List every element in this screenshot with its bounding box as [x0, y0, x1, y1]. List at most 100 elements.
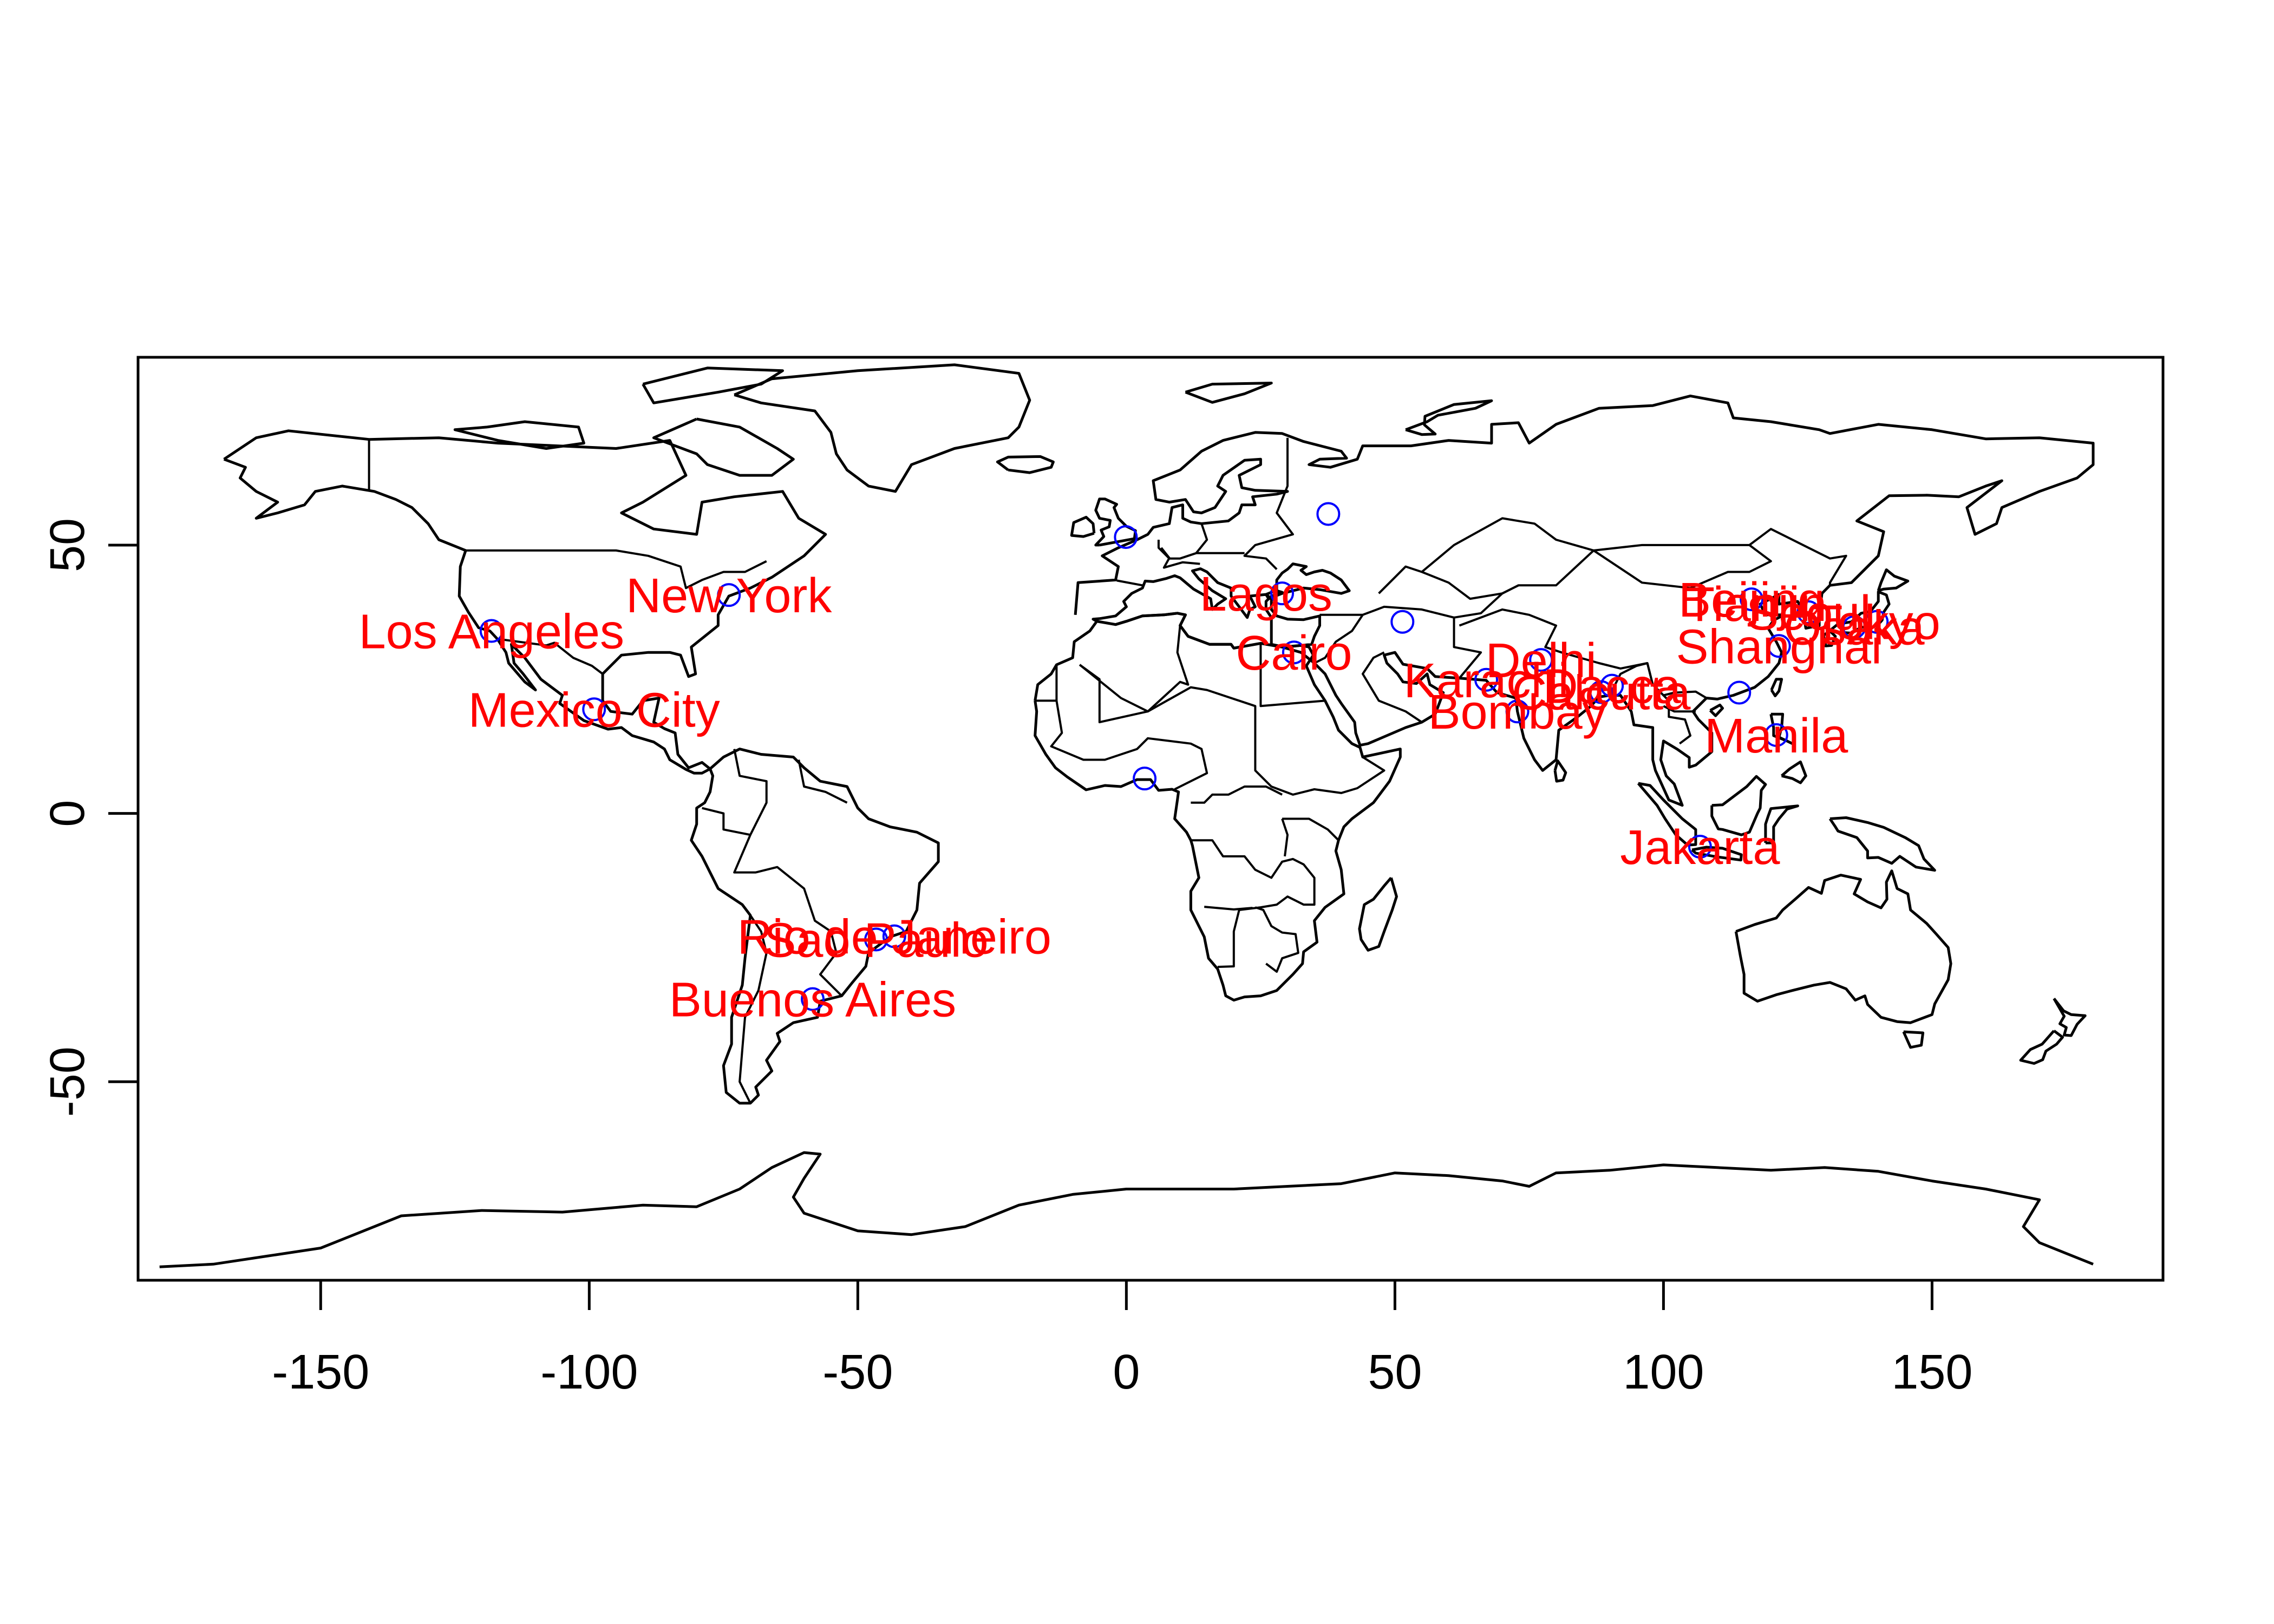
country-border: [1079, 625, 1190, 713]
country-border: [1050, 700, 1208, 790]
country-border: [1459, 608, 1707, 699]
landmass-outline: [690, 748, 940, 1105]
landmass-outline: [2053, 998, 2087, 1037]
city-point: [1474, 667, 1499, 692]
landmass-outline: [1074, 394, 2095, 807]
city-point: [1842, 615, 1866, 639]
city-point: [1764, 723, 1788, 747]
country-border: [1243, 437, 1294, 571]
country-border: [1281, 818, 1289, 857]
x-tick-label: -100: [540, 1345, 638, 1399]
country-border: [1314, 614, 1364, 664]
x-tick-label: 50: [1368, 1345, 1422, 1399]
country-border: [1609, 662, 1648, 696]
country-border: [466, 549, 767, 590]
city-label: Karachi: [1403, 654, 1569, 708]
city-label: New York: [626, 569, 832, 623]
country-border: [1378, 565, 1519, 600]
landmass-outline: [1691, 846, 1743, 862]
city-point: [1796, 600, 1821, 624]
landmass-outline: [1828, 816, 1936, 872]
city-label: Jakarta: [1620, 821, 1780, 875]
country-border: [498, 638, 604, 675]
landmass-outline: [1358, 876, 1398, 952]
landmass-outline: [1070, 515, 1096, 538]
city-labels: Tokyo Mexico City Seoul New York Sao Paulo Bo…: [359, 567, 1940, 1027]
city-point: [1133, 767, 1157, 791]
country-border: [1160, 547, 1200, 569]
country-border: [702, 807, 751, 836]
city-point: [1727, 680, 1752, 705]
x-tick-label: 100: [1623, 1345, 1704, 1399]
city-point: [1282, 640, 1306, 665]
city-label: Lagos: [1200, 567, 1332, 621]
city-markers: [479, 502, 1889, 1011]
city-point: [1688, 835, 1712, 859]
landmass-outline: [1709, 703, 1724, 717]
city-label: Calcutta: [1512, 666, 1691, 721]
city-label: Dacca: [1543, 660, 1682, 714]
country-border: [1079, 664, 1386, 796]
city-point: [1390, 610, 1415, 634]
landmass-outline: [1034, 612, 1402, 1002]
y-tick-label: 50: [41, 518, 95, 572]
city-label: Sao Paulo: [763, 914, 988, 968]
x-tick-label: -150: [272, 1345, 369, 1399]
city-point: [1114, 525, 1138, 549]
country-border: [1191, 839, 1316, 968]
city-label: Delhi: [1486, 634, 1597, 688]
city-label: Shanghai: [1676, 620, 1882, 674]
city-label: Los Angeles: [359, 605, 624, 659]
landmass-outline: [2019, 1030, 2064, 1065]
city-label: Buenos Aires: [669, 973, 956, 1027]
city-point: [1865, 610, 1889, 634]
city-label: Tokyo: [1813, 596, 1940, 650]
city-point: [1767, 634, 1791, 658]
country-border: [1593, 544, 1772, 590]
country-border: [1254, 906, 1299, 973]
city-label: Mexico City: [468, 683, 720, 737]
city-label: Rio de Janeiro: [737, 911, 1051, 965]
landmass-outline: [642, 366, 784, 404]
city-label: Seoul: [1746, 586, 1871, 640]
city-label: Osaka: [1784, 601, 1925, 656]
country-outlines: [159, 363, 2095, 1268]
landmass-outline: [1877, 568, 1910, 592]
city-point: [1529, 648, 1553, 672]
country-border: [1646, 663, 1691, 745]
country-border: [739, 914, 768, 1104]
city-point: [1600, 673, 1624, 698]
y-tick-label: -50: [41, 1046, 95, 1117]
city-point: [864, 927, 888, 952]
landmass-outline: [1553, 759, 1567, 783]
country-border: [1204, 906, 1253, 911]
country-border: [1282, 817, 1339, 841]
country-border: [1361, 651, 1423, 723]
city-label: Beijing: [1678, 573, 1825, 627]
city-point: [1740, 587, 1764, 612]
city-label: Manila: [1704, 709, 1848, 763]
y-tick-label: 0: [41, 800, 95, 827]
country-border: [1663, 705, 1696, 713]
x-tick-label: 150: [1891, 1345, 1972, 1399]
landmass-outline: [1902, 1030, 1925, 1049]
landmass-outline: [1764, 804, 1799, 844]
landmass-outline: [1734, 869, 1952, 1024]
city-point: [1270, 581, 1295, 606]
country-border: [1421, 517, 1594, 573]
city-point: [582, 697, 606, 722]
city-label: Seoul: [1746, 586, 1871, 640]
landmass-outline: [1185, 382, 1273, 404]
landmass-outline: [652, 417, 795, 477]
landmass-outline: [159, 1151, 2094, 1268]
country-border: [798, 759, 848, 804]
landmass-outline: [453, 420, 585, 450]
country-border: [1259, 643, 1325, 708]
landmass-outline: [1769, 712, 1794, 745]
landmass-outline: [1405, 399, 1493, 436]
landmass-outline: [996, 455, 1055, 474]
city-label: Bombay: [1428, 685, 1606, 739]
x-tick-label: -50: [822, 1345, 893, 1399]
